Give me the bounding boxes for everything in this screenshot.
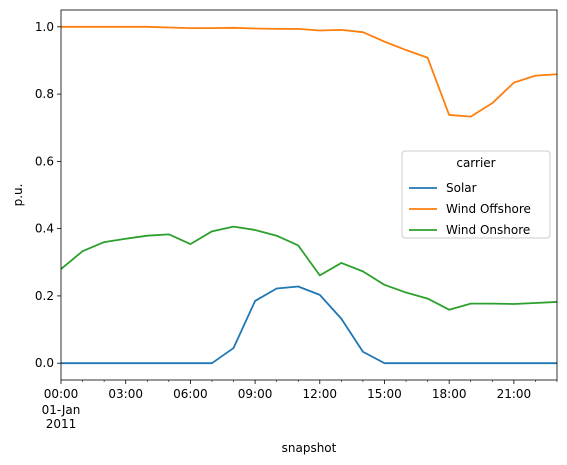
y-tick-label: 0.6 <box>35 154 54 168</box>
legend-label-wind-offshore: Wind Offshore <box>446 202 531 216</box>
series-layer <box>61 25 557 365</box>
legend-box <box>401 150 551 239</box>
legend: carrier Solar Wind Offshore Wind Onshore <box>401 150 551 239</box>
series-line-wind-onshore <box>61 225 557 311</box>
y-tick-label: 0.0 <box>35 356 54 370</box>
x-tick-label: 09:00 <box>238 387 273 401</box>
x-tick-label: 06:00 <box>173 387 208 401</box>
x-date-label: 2011 <box>46 417 77 431</box>
y-tick-label: 1.0 <box>35 20 54 34</box>
x-date-label: 01-Jan <box>42 403 81 417</box>
x-tick-label: 00:00 <box>44 387 79 401</box>
series-line-solar <box>61 285 557 365</box>
legend-title: carrier <box>456 156 495 170</box>
x-axis-label: snapshot <box>282 441 337 455</box>
y-tick-label: 0.8 <box>35 87 54 101</box>
series-line-wind-offshore <box>61 25 557 118</box>
x-tick-label: 03:00 <box>108 387 143 401</box>
y-tick-label: 0.2 <box>35 289 54 303</box>
legend-label-wind-onshore: Wind Onshore <box>446 223 530 237</box>
y-tick-label: 0.4 <box>35 222 54 236</box>
x-tick-label: 21:00 <box>497 387 532 401</box>
y-axis-label: p.u. <box>11 184 25 207</box>
plot-frame <box>60 9 558 381</box>
legend-label-solar: Solar <box>446 181 477 195</box>
axes-layer: 0.0 0.2 0.4 0.6 0.8 1.0 00:00 03:00 06:00 09:00 12… <box>11 9 558 455</box>
x-tick-label: 12:00 <box>302 387 337 401</box>
x-tick-label: 18:00 <box>432 387 467 401</box>
x-tick-label: 15:00 <box>367 387 402 401</box>
